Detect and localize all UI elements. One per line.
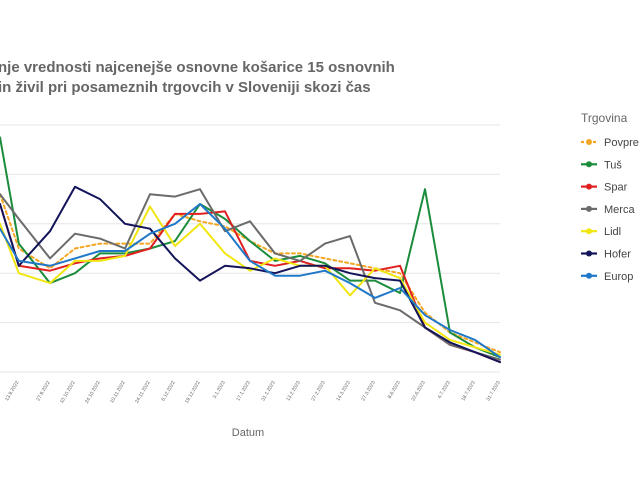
chart-title-line-2: in živil pri posameznih trgovcih v Slove… xyxy=(0,79,371,96)
x-tick-label: 24.11.2022 xyxy=(134,380,152,405)
x-tick-label: 14.3.2023 xyxy=(335,380,351,402)
legend-marker-merca xyxy=(586,205,592,212)
x-tick-label: 8.6.2023 xyxy=(387,380,402,400)
series-lines xyxy=(0,136,501,364)
grid-lines xyxy=(0,124,500,373)
legend-marker-povpre xyxy=(586,139,592,145)
x-tick-label: 6.12.2022 xyxy=(160,380,176,402)
x-tick-label: 18.7.2023 xyxy=(460,380,476,402)
x-tick-label: 27.9.2022 xyxy=(35,380,51,402)
chart-title-line-1: nje vrednosti najcenejše osnovne košaric… xyxy=(0,59,395,76)
legend-label-lidl: Lidl xyxy=(604,226,621,238)
legend-marker-lidl xyxy=(586,228,592,235)
series-line-spar xyxy=(0,203,501,364)
x-tick-label: 4.7.2023 xyxy=(437,380,452,400)
x-tick-label: 22.6.2023 xyxy=(410,380,426,402)
legend-label-europ: Europ xyxy=(604,271,633,283)
legend-label-spar: Spar xyxy=(604,182,628,194)
x-tick-label: 24.10.2022 xyxy=(84,380,102,405)
x-axis-label: Datum xyxy=(232,427,264,439)
legend-marker-hofer xyxy=(586,250,592,257)
legend: Trgovina Povpre Tuš Spar Merca Lidl Hofer Euro… xyxy=(581,111,639,283)
x-tick-label: 10.11.2022 xyxy=(109,380,127,405)
series-line-tuš xyxy=(0,136,501,359)
x-tick-label: 13.9.2022 xyxy=(4,380,20,402)
x-tick-label: 3.1.2023 xyxy=(212,380,227,400)
series-line-lidl xyxy=(0,205,501,356)
chart-title: nje vrednosti najcenejše osnovne košaric… xyxy=(0,59,395,96)
x-tick-label: 27.2.2023 xyxy=(310,380,326,402)
x-tick-label: 17.1.2023 xyxy=(235,380,251,402)
x-tick-label: 10.10.2022 xyxy=(59,380,77,405)
x-tick-label: 31.7.2023 xyxy=(485,380,501,402)
x-axis-ticks: 13.9.2022 27.9.2022 10.10.2022 24.10.2022 10… xyxy=(4,380,502,405)
x-tick-label: 19.12.2022 xyxy=(184,380,202,405)
legend-label-povpre: Povpre xyxy=(604,137,639,149)
legend-title: Trgovina xyxy=(581,111,628,125)
series-line-merca xyxy=(0,188,501,361)
legend-marker-spar xyxy=(586,183,592,190)
x-tick-label: 13.2.2023 xyxy=(285,380,301,402)
series-line-europ xyxy=(0,203,501,359)
legend-label-merca: Merca xyxy=(604,204,635,216)
legend-marker-tuš xyxy=(586,161,592,168)
x-tick-label: 27.3.2023 xyxy=(360,380,376,402)
series-line-hofer xyxy=(0,185,501,364)
legend-label-hofer: Hofer xyxy=(604,249,631,261)
legend-label-tuš: Tuš xyxy=(604,159,622,171)
x-tick-label: 31.1.2023 xyxy=(260,380,276,402)
legend-marker-europ xyxy=(586,272,592,279)
